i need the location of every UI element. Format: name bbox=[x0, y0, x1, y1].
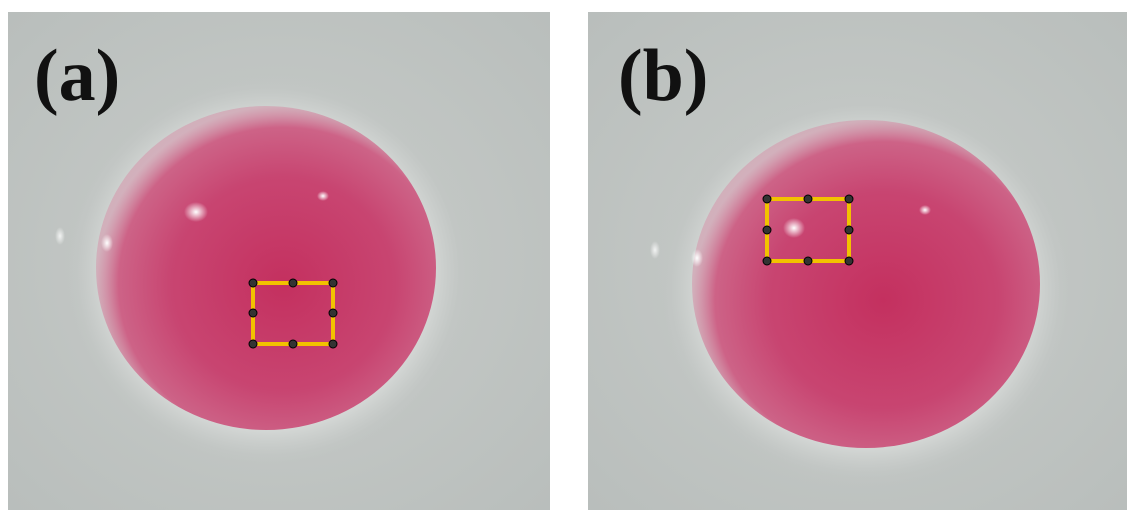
handle bbox=[845, 226, 853, 234]
handle bbox=[804, 195, 812, 203]
highlight bbox=[101, 234, 113, 252]
figure: (a) (b) bbox=[0, 0, 1127, 514]
handle bbox=[329, 279, 337, 287]
handle bbox=[804, 257, 812, 265]
panel-a: (a) bbox=[8, 12, 550, 510]
highlight bbox=[691, 249, 703, 267]
handle bbox=[763, 195, 771, 203]
highlight bbox=[55, 227, 65, 245]
highlight bbox=[184, 202, 208, 222]
panel-label: (b) bbox=[618, 35, 708, 117]
handle bbox=[249, 279, 257, 287]
handle bbox=[763, 257, 771, 265]
handle bbox=[845, 257, 853, 265]
droplet bbox=[96, 106, 436, 430]
highlight bbox=[650, 241, 660, 259]
handle bbox=[289, 340, 297, 348]
handle bbox=[845, 195, 853, 203]
handle bbox=[249, 340, 257, 348]
panel-label: (a) bbox=[34, 35, 120, 117]
handle bbox=[329, 340, 337, 348]
highlight bbox=[317, 191, 329, 201]
highlight bbox=[919, 205, 931, 215]
page: (a) (b) (() => { const data = JSON.parse… bbox=[0, 0, 1127, 514]
droplet bbox=[692, 120, 1040, 448]
handle bbox=[329, 309, 337, 317]
handle bbox=[289, 279, 297, 287]
handle bbox=[249, 309, 257, 317]
panel-b: (b) bbox=[588, 12, 1127, 510]
handle bbox=[763, 226, 771, 234]
highlight bbox=[783, 218, 805, 238]
